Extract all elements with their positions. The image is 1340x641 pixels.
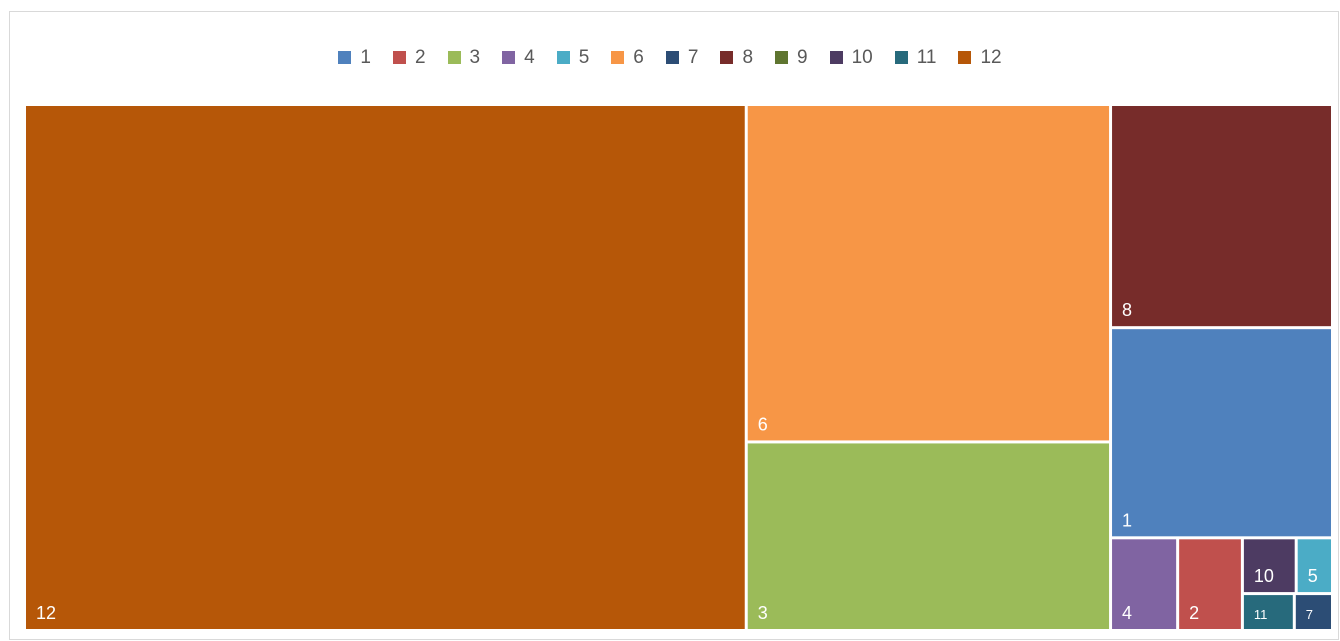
treemap-tile-7[interactable] — [1295, 595, 1331, 629]
treemap-tile-8[interactable] — [1112, 106, 1331, 327]
treemap-label-6: 6 — [758, 414, 768, 434]
treemap-tile-3[interactable] — [747, 443, 1110, 629]
legend-item-2: 2 — [392, 47, 426, 68]
legend-item-6: 6 — [611, 48, 644, 67]
treemap-label-8: 8 — [1122, 300, 1132, 320]
treemap-tile-4[interactable] — [1112, 539, 1177, 629]
legend-swatch-7 — [665, 51, 679, 64]
legend-label-6: 6 — [633, 47, 644, 68]
legend-item-11: 11 — [894, 47, 937, 68]
treemap-tile-11[interactable] — [1243, 595, 1293, 629]
legend-swatch-1 — [338, 51, 352, 64]
treemap-label-7: 7 — [1306, 607, 1313, 622]
legend-label-2: 2 — [414, 47, 426, 68]
legend-label-3: 3 — [469, 47, 481, 68]
legend-swatch-2 — [392, 51, 406, 64]
treemap-label-3: 3 — [758, 603, 768, 623]
legend-label-10: 10 — [851, 47, 873, 68]
treemap-tile-6[interactable] — [747, 106, 1110, 441]
treemap-tile-1[interactable] — [1112, 329, 1331, 537]
legend-swatch-10 — [829, 51, 843, 64]
legend-item-10: 10 — [829, 47, 873, 68]
treemap-label-10: 10 — [1254, 566, 1274, 586]
legend-label-7: 7 — [687, 47, 699, 68]
legend-label-4: 4 — [524, 47, 535, 68]
treemap-label-1: 1 — [1122, 510, 1132, 530]
legend-label-9: 9 — [797, 47, 808, 68]
legend-swatch-3 — [447, 51, 461, 64]
legend-label-8: 8 — [742, 47, 754, 68]
legend-label-5: 5 — [578, 47, 590, 68]
legend-item-4: 4 — [502, 48, 535, 67]
treemap-label-12: 12 — [36, 603, 56, 623]
legend-swatch-4 — [502, 51, 516, 64]
legend-swatch-11 — [894, 51, 908, 64]
legend-label-12: 12 — [980, 47, 1002, 68]
treemap-tile-5[interactable] — [1297, 539, 1331, 593]
legend-item-9: 9 — [775, 48, 808, 67]
treemap-tile-10[interactable] — [1243, 539, 1295, 593]
legend-label-1: 1 — [360, 47, 371, 68]
treemap-label-2: 2 — [1189, 603, 1199, 623]
legend-swatch-8 — [720, 51, 734, 64]
treemap-label-11: 11 — [1254, 607, 1268, 622]
legend-item-8: 8 — [720, 48, 753, 67]
legend-item-12: 12 — [958, 47, 1002, 68]
treemap-tile-2[interactable] — [1179, 539, 1241, 629]
treemap-label-4: 4 — [1122, 603, 1132, 623]
legend-item-7: 7 — [665, 47, 699, 68]
legend-swatch-12 — [958, 51, 972, 64]
legend-item-1: 1 — [338, 48, 371, 67]
legend-label-11: 11 — [916, 47, 937, 68]
legend-item-3: 3 — [447, 47, 481, 68]
treemap-tile-12[interactable] — [26, 106, 745, 629]
legend-item-5: 5 — [556, 47, 590, 68]
treemap-label-5: 5 — [1308, 566, 1318, 586]
legend-swatch-9 — [775, 51, 789, 64]
legend-swatch-6 — [611, 51, 625, 64]
chart-legend: 1 2 3 4 5 6 7 8 9 10 11 12 — [0, 48, 1340, 67]
legend-swatch-5 — [556, 51, 570, 64]
